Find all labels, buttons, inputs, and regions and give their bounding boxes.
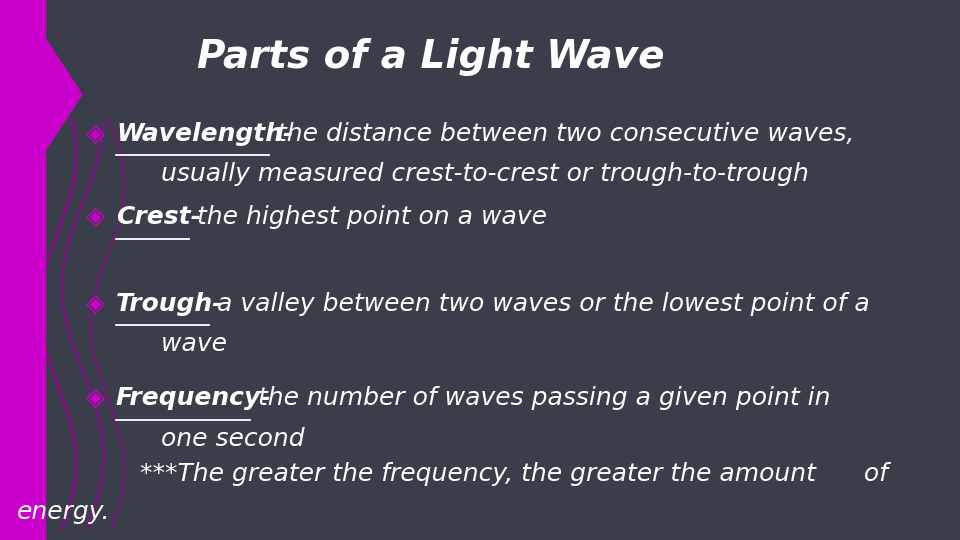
Text: usually measured crest-to-crest or trough-to-trough: usually measured crest-to-crest or troug… — [136, 162, 808, 186]
Text: Crest-: Crest- — [116, 205, 201, 229]
Text: ◈: ◈ — [85, 292, 105, 315]
Text: the number of waves passing a given point in: the number of waves passing a given poin… — [251, 386, 830, 410]
Text: a valley between two waves or the lowest point of a: a valley between two waves or the lowest… — [208, 292, 870, 315]
Text: the highest point on a wave: the highest point on a wave — [189, 205, 547, 229]
Text: one second: one second — [136, 427, 304, 450]
Text: ***The greater the frequency, the greater the amount      of: ***The greater the frequency, the greate… — [116, 462, 888, 485]
Text: Frequency-: Frequency- — [116, 386, 272, 410]
Text: energy.: energy. — [16, 500, 110, 523]
Text: the distance between two consecutive waves,: the distance between two consecutive wav… — [269, 122, 854, 145]
Text: Wavelength-: Wavelength- — [116, 122, 294, 145]
Text: Trough-: Trough- — [116, 292, 224, 315]
Text: ◈: ◈ — [85, 205, 105, 229]
Polygon shape — [0, 38, 83, 151]
Text: ◈: ◈ — [85, 122, 105, 145]
Text: wave: wave — [136, 332, 227, 356]
Text: Parts of a Light Wave: Parts of a Light Wave — [197, 38, 664, 76]
Polygon shape — [0, 0, 45, 540]
Text: ◈: ◈ — [85, 386, 105, 410]
